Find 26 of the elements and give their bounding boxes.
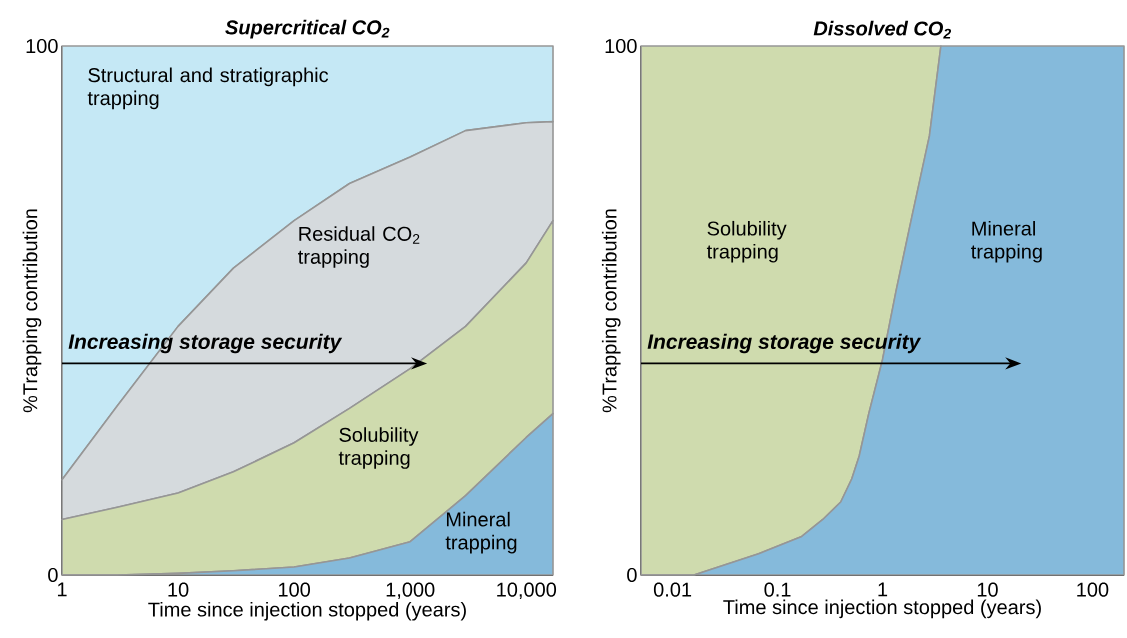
series-label: Solubility trapping [338, 427, 419, 469]
annotation: Increasing storage security [647, 333, 922, 354]
y-axis-title: %Trapping contribution [601, 209, 621, 413]
x-tick-label: 100 [278, 582, 311, 597]
chart-title: Supercritical CO$_{2}$ [225, 19, 390, 39]
chart-title: Dissolved CO$_{2}$ [813, 20, 952, 39]
x-tick-label: 10 [977, 582, 998, 597]
x-tick-label: 10,000 [497, 582, 557, 600]
x-axis-title: Time since injection stopped (years) [723, 599, 1041, 619]
annotation: Increasing storage security [68, 333, 343, 354]
x-tick-label: 1 [878, 582, 888, 597]
text: Residual CO$_{2}$ trapping [298, 226, 420, 268]
y-axis-title: %Trapping contribution [22, 209, 42, 413]
x-tick-label: 0.1 [764, 582, 791, 597]
series-label: Mineral trapping [971, 220, 1042, 263]
x-tick-label: 1 [57, 582, 67, 597]
x-axis-title: Time since injection stopped (years) [148, 601, 466, 621]
series-label: Solubility trapping [706, 220, 787, 263]
x-tick-label: 1,000 [386, 582, 435, 600]
x-tick-label: 10 [168, 582, 189, 597]
series-label: Structural and stratigraphic trapping [87, 67, 329, 110]
x-tick-label: 0.01 [653, 582, 692, 597]
series-label: Mineral trapping [445, 511, 517, 554]
y-tick-label: 0 [48, 567, 58, 583]
y-tick-label: 0 [627, 567, 637, 583]
x-tick-label: 100 [1077, 582, 1109, 597]
